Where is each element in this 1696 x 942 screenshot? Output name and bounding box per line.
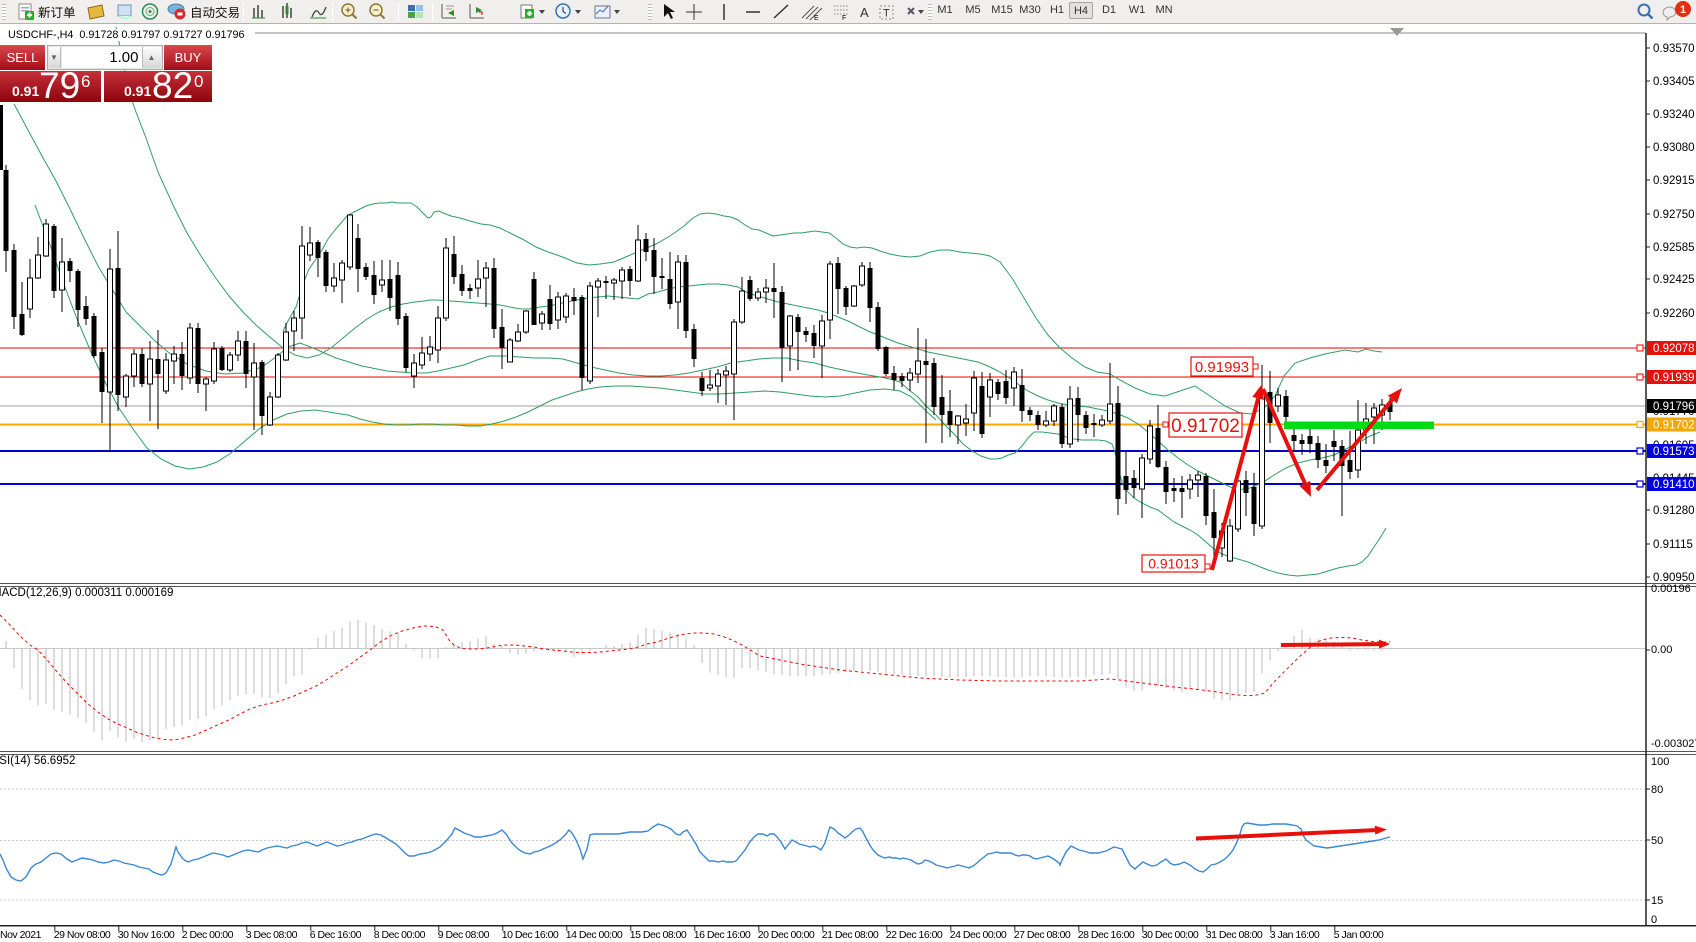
svg-text:A: A xyxy=(860,5,869,20)
svg-text:30 Dec 00:00: 30 Dec 00:00 xyxy=(1142,929,1199,941)
svg-text:-0.003027: -0.003027 xyxy=(1651,738,1696,750)
svg-text:24 Dec 00:00: 24 Dec 00:00 xyxy=(950,929,1007,941)
svg-text:100: 100 xyxy=(1651,756,1669,768)
svg-text:30 Nov 16:00: 30 Nov 16:00 xyxy=(118,929,175,941)
svg-text:0.92260: 0.92260 xyxy=(1653,308,1695,320)
svg-text:0.91410: 0.91410 xyxy=(1653,479,1695,491)
svg-text:0.93570: 0.93570 xyxy=(1653,43,1695,55)
svg-text:0.92915: 0.92915 xyxy=(1653,175,1695,187)
svg-text:0.91573: 0.91573 xyxy=(1653,446,1695,458)
svg-text:E: E xyxy=(814,15,819,22)
svg-text:0.91796: 0.91796 xyxy=(1653,401,1695,413)
svg-text:MACD(12,26,9) 0.000311 0.00016: MACD(12,26,9) 0.000311 0.000169 xyxy=(0,587,173,599)
svg-text:0.91939: 0.91939 xyxy=(1653,372,1695,384)
svg-text:F: F xyxy=(842,15,846,22)
svg-text:0.91280: 0.91280 xyxy=(1653,505,1695,517)
svg-text:22 Dec 16:00: 22 Dec 16:00 xyxy=(886,929,943,941)
svg-text:21 Dec 08:00: 21 Dec 08:00 xyxy=(822,929,879,941)
svg-text:0.93080: 0.93080 xyxy=(1653,142,1695,154)
svg-text:0.91115: 0.91115 xyxy=(1653,539,1693,551)
svg-text:15: 15 xyxy=(1651,895,1663,907)
svg-text:1: 1 xyxy=(1680,4,1686,16)
svg-text:0.91702: 0.91702 xyxy=(1653,420,1695,432)
svg-text:8 Dec 00:00: 8 Dec 00:00 xyxy=(374,929,426,941)
svg-text:0: 0 xyxy=(1651,914,1657,926)
svg-text:16 Dec 16:00: 16 Dec 16:00 xyxy=(694,929,751,941)
svg-text:27 Dec 08:00: 27 Dec 08:00 xyxy=(1014,929,1071,941)
svg-text:10 Dec 16:00: 10 Dec 16:00 xyxy=(502,929,559,941)
svg-text:RSI(14) 56.6952: RSI(14) 56.6952 xyxy=(0,755,75,767)
svg-text:0.92425: 0.92425 xyxy=(1653,274,1695,286)
svg-text:3 Dec 08:00: 3 Dec 08:00 xyxy=(246,929,298,941)
svg-text:0.91993: 0.91993 xyxy=(1195,359,1249,376)
svg-text:0.93405: 0.93405 xyxy=(1653,76,1695,88)
svg-text:6 Dec 16:00: 6 Dec 16:00 xyxy=(310,929,362,941)
svg-text:0.91013: 0.91013 xyxy=(1148,556,1199,572)
svg-text:T: T xyxy=(883,8,890,20)
svg-text:0.92585: 0.92585 xyxy=(1653,242,1695,254)
svg-text:0.91702: 0.91702 xyxy=(1171,416,1240,437)
svg-text:28 Dec 16:00: 28 Dec 16:00 xyxy=(1078,929,1135,941)
svg-text:2 Dec 00:00: 2 Dec 00:00 xyxy=(182,929,234,941)
svg-text:31 Dec 08:00: 31 Dec 08:00 xyxy=(1206,929,1263,941)
svg-text:Nov 2021: Nov 2021 xyxy=(0,929,42,941)
svg-text:14 Dec 00:00: 14 Dec 00:00 xyxy=(566,929,623,941)
svg-text:0.00196: 0.00196 xyxy=(1651,583,1691,595)
svg-text:29 Nov 08:00: 29 Nov 08:00 xyxy=(54,929,111,941)
svg-text:0.00: 0.00 xyxy=(1651,644,1672,656)
svg-text:0.92078: 0.92078 xyxy=(1653,343,1695,355)
svg-text:80: 80 xyxy=(1651,784,1663,796)
svg-text:0.92750: 0.92750 xyxy=(1653,209,1695,221)
svg-text:20 Dec 00:00: 20 Dec 00:00 xyxy=(758,929,815,941)
svg-text:0.90950: 0.90950 xyxy=(1653,572,1695,584)
svg-text:3 Jan 16:00: 3 Jan 16:00 xyxy=(1270,929,1320,941)
svg-text:15 Dec 08:00: 15 Dec 08:00 xyxy=(630,929,687,941)
svg-text:0.93240: 0.93240 xyxy=(1653,109,1695,121)
svg-text:50: 50 xyxy=(1651,835,1663,847)
svg-text:5 Jan 00:00: 5 Jan 00:00 xyxy=(1334,929,1384,941)
svg-text:9 Dec 08:00: 9 Dec 08:00 xyxy=(438,929,490,941)
